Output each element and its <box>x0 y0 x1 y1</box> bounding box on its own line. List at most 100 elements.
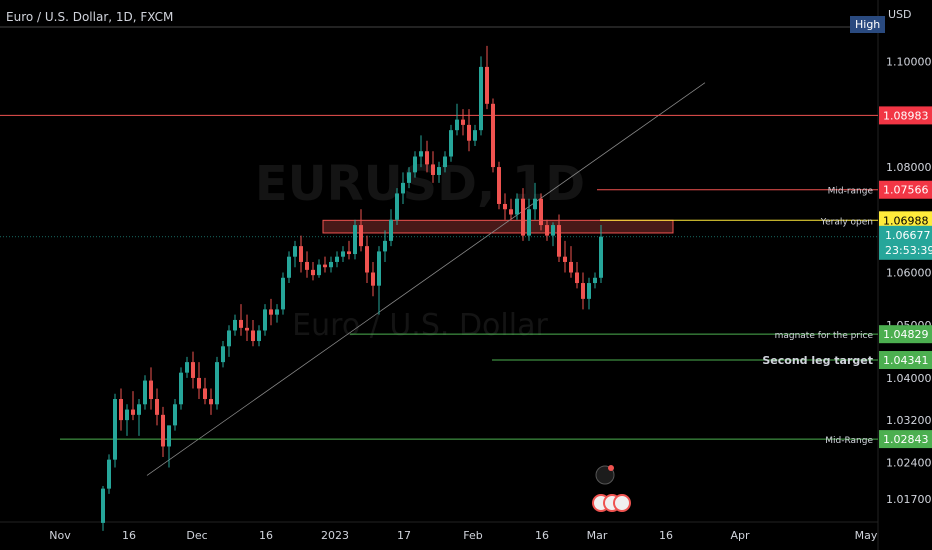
high-badge[interactable]: High <box>850 16 886 33</box>
candle-body[interactable] <box>599 236 603 278</box>
candle-body[interactable] <box>335 256 339 262</box>
candle-body[interactable] <box>347 251 351 255</box>
candle-body[interactable] <box>503 203 507 210</box>
price-tag <box>879 351 932 370</box>
price-tag-label: 1.04341 <box>883 354 929 367</box>
candle-body[interactable] <box>479 66 483 131</box>
price-line-label: magnate for the price <box>775 331 874 341</box>
candle-body[interactable] <box>323 264 327 268</box>
x-tick-label: 2023 <box>321 529 349 542</box>
candle-body[interactable] <box>533 198 537 210</box>
candle-body[interactable] <box>563 256 567 262</box>
candle-body[interactable] <box>107 459 111 489</box>
candle-body[interactable] <box>311 269 315 276</box>
candle-body[interactable] <box>491 103 495 168</box>
candle-body[interactable] <box>383 240 387 252</box>
candle-body[interactable] <box>155 399 159 415</box>
candle-body[interactable] <box>359 225 363 247</box>
candle-body[interactable] <box>467 124 471 141</box>
candle-body[interactable] <box>377 251 381 286</box>
candle-body[interactable] <box>197 377 201 389</box>
y-tick-label: 1.08000 <box>886 161 932 174</box>
candle-body[interactable] <box>515 198 519 215</box>
candle-body[interactable] <box>281 277 285 310</box>
candle-body[interactable] <box>587 283 591 299</box>
candle-body[interactable] <box>455 119 459 131</box>
candle-body[interactable] <box>329 261 333 268</box>
candle-body[interactable] <box>131 409 135 415</box>
candle-body[interactable] <box>545 225 549 236</box>
candle-body[interactable] <box>221 346 225 363</box>
candle-body[interactable] <box>287 256 291 278</box>
candle-body[interactable] <box>233 319 237 331</box>
candle-body[interactable] <box>389 219 393 241</box>
candle-body[interactable] <box>449 130 453 157</box>
candle-body[interactable] <box>551 225 555 236</box>
candle-body[interactable] <box>407 172 411 183</box>
candle-body[interactable] <box>473 130 477 141</box>
candle-body[interactable] <box>557 225 561 257</box>
candle-body[interactable] <box>539 198 543 226</box>
candle-body[interactable] <box>245 327 249 331</box>
candle-body[interactable] <box>509 209 513 215</box>
x-tick-label: 16 <box>122 529 136 542</box>
y-tick-label: 1.02400 <box>886 456 932 469</box>
candle-body[interactable] <box>401 182 405 194</box>
trend-line[interactable] <box>146 82 706 476</box>
candle-body[interactable] <box>227 330 231 347</box>
candle-body[interactable] <box>317 264 321 276</box>
candle-body[interactable] <box>119 399 123 421</box>
candle-body[interactable] <box>191 362 195 378</box>
candle-body[interactable] <box>437 167 441 175</box>
candle-body[interactable] <box>239 319 243 328</box>
candle-body[interactable] <box>443 156 447 168</box>
candle-body[interactable] <box>497 167 501 204</box>
candle-body[interactable] <box>299 246 303 262</box>
candle-body[interactable] <box>425 151 429 165</box>
y-tick-label: 1.06000 <box>886 267 932 280</box>
candle-body[interactable] <box>251 330 255 342</box>
candle-body[interactable] <box>521 198 525 236</box>
candle-body[interactable] <box>275 309 279 315</box>
candle-body[interactable] <box>101 488 105 523</box>
candle-body[interactable] <box>209 399 213 405</box>
candle-body[interactable] <box>593 277 597 284</box>
candle-body[interactable] <box>161 414 165 447</box>
economic-event-icon[interactable] <box>613 494 631 512</box>
candle-body[interactable] <box>419 151 423 157</box>
candle-body[interactable] <box>179 372 183 405</box>
price-line-label: Mid-Range <box>825 436 873 446</box>
candle-body[interactable] <box>137 404 141 415</box>
candle-body[interactable] <box>527 209 531 236</box>
candle-body[interactable] <box>575 272 579 284</box>
candle-body[interactable] <box>371 272 375 286</box>
price-tag <box>879 430 932 449</box>
candle-body[interactable] <box>413 156 417 173</box>
candle-body[interactable] <box>395 193 399 220</box>
candle-body[interactable] <box>581 283 585 299</box>
candle-body[interactable] <box>173 404 177 426</box>
candle-body[interactable] <box>125 409 129 421</box>
candle-body[interactable] <box>149 380 153 400</box>
candle-body[interactable] <box>353 225 357 255</box>
resistance-zone[interactable] <box>322 219 674 234</box>
candle-body[interactable] <box>485 66 489 104</box>
candle-body[interactable] <box>113 399 117 460</box>
candle-body[interactable] <box>143 380 147 405</box>
candle-body[interactable] <box>167 425 171 447</box>
candle-body[interactable] <box>305 261 309 270</box>
candle-body[interactable] <box>263 309 267 331</box>
candle-body[interactable] <box>365 246 369 273</box>
candle-body[interactable] <box>185 362 189 373</box>
candle-body[interactable] <box>341 251 345 257</box>
candle-body[interactable] <box>203 388 207 400</box>
candle-body[interactable] <box>431 164 435 175</box>
candle-body[interactable] <box>269 309 273 315</box>
candle-body[interactable] <box>293 246 297 257</box>
candle-body[interactable] <box>257 330 261 342</box>
price-line-label: Second leg target <box>762 354 873 367</box>
candle-body[interactable] <box>215 362 219 405</box>
candle-body[interactable] <box>461 119 465 125</box>
candle-body[interactable] <box>569 261 573 273</box>
